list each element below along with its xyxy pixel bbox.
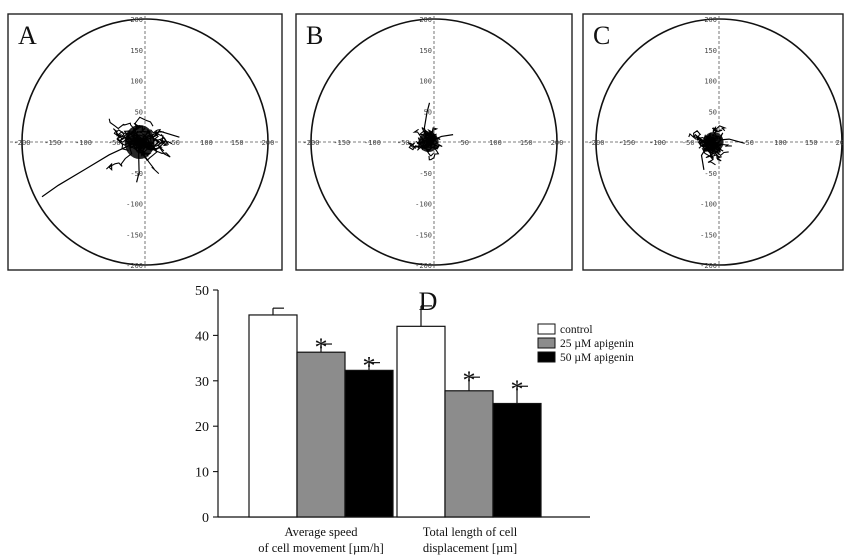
- x-tick-label: 50: [172, 139, 180, 147]
- legend-label: 50 µM apigenin: [560, 352, 634, 364]
- significance-star: *: [463, 366, 476, 395]
- bar: [296, 351, 346, 518]
- y-tick-label: -100: [700, 201, 717, 209]
- x-tick-label: 150: [520, 139, 533, 147]
- y-tick-label: 50: [424, 108, 432, 116]
- trajectory-cluster: [124, 125, 155, 159]
- y-tick-label: 0: [202, 511, 209, 526]
- y-tick-label: -100: [415, 201, 432, 209]
- x-tick-label: -50: [108, 139, 121, 147]
- y-tick-label: 150: [419, 47, 432, 55]
- y-tick-label: 200: [419, 16, 432, 24]
- y-tick-label: -150: [700, 231, 717, 239]
- trajectory: [41, 143, 134, 198]
- y-tick-label: -200: [415, 262, 432, 270]
- trajectory-panel-c: -200 -150 -100 -50 50 100 150 200 200 150 100 50 -50…: [582, 13, 846, 271]
- y-tick-label: -50: [130, 170, 143, 178]
- legend-swatch: [537, 351, 556, 363]
- y-tick-label: -150: [415, 231, 432, 239]
- trajectory-panels: -200 -150 -100 -50 50 100 150 200 200 150 100 50 -50…: [7, 13, 846, 271]
- x-tick-label: 100: [774, 139, 787, 147]
- x-tick-label: -150: [333, 139, 350, 147]
- significance-star: *: [363, 352, 376, 381]
- legend-label: 25 µM apigenin: [560, 338, 634, 350]
- x-tick-label: 50: [746, 139, 754, 147]
- significance-star: *: [511, 375, 524, 404]
- x-tick-label: -150: [618, 139, 635, 147]
- panel-label: A: [18, 21, 37, 50]
- x-tick-label: 150: [231, 139, 244, 147]
- x-tick-label: -50: [397, 139, 410, 147]
- category-label: Average speed: [285, 525, 359, 539]
- x-tick-label: -100: [75, 139, 92, 147]
- trajectory-panel-b: -200 -150 -100 -50 50 100 150 200 200 150 100 50 -50…: [295, 13, 573, 271]
- x-tick-label: -150: [44, 139, 61, 147]
- panel-label: D: [419, 287, 438, 316]
- y-tick-label: -200: [126, 262, 143, 270]
- y-tick-label: -200: [700, 262, 717, 270]
- category-label: Total length of cell: [423, 525, 518, 539]
- trajectory-panel-a: -200 -150 -100 -50 50 100 150 200 200 150 100 50 -50…: [7, 13, 283, 271]
- cell-trajectories: [41, 116, 180, 198]
- y-tick-label: 40: [195, 329, 209, 344]
- x-tick-label: -100: [364, 139, 381, 147]
- cell-trajectories: [407, 102, 454, 161]
- bar: [444, 390, 494, 518]
- x-tick-label: -200: [588, 139, 605, 147]
- y-tick-label: 20: [195, 420, 209, 435]
- y-tick-label: 100: [130, 78, 143, 86]
- panel-label: C: [593, 21, 610, 50]
- x-tick-label: -50: [682, 139, 695, 147]
- legend: control 25 µM apigenin 50 µM apigenin: [537, 323, 634, 364]
- y-tick-label: 100: [419, 78, 432, 86]
- panel-label: B: [306, 21, 323, 50]
- y-tick-label: 100: [704, 78, 717, 86]
- y-tick-label: -150: [126, 231, 143, 239]
- x-tick-label: -200: [14, 139, 31, 147]
- y-tick-label: -50: [419, 170, 432, 178]
- y-tick-label: 50: [709, 108, 717, 116]
- x-tick-label: 100: [489, 139, 502, 147]
- y-tick-label: 200: [704, 16, 717, 24]
- x-tick-label: 200: [262, 139, 275, 147]
- bar: [344, 369, 394, 518]
- y-tick-label: 50: [195, 284, 209, 299]
- x-tick-label: 200: [551, 139, 564, 147]
- x-tick-label: 200: [836, 139, 846, 147]
- y-tick-label: 10: [195, 466, 209, 481]
- significance-star: *: [315, 333, 328, 362]
- x-tick-label: 100: [200, 139, 213, 147]
- y-tick-label: 150: [130, 47, 143, 55]
- y-tick-label: 150: [704, 47, 717, 55]
- y-tick-label: 30: [195, 375, 209, 390]
- cell-trajectories: [688, 125, 745, 170]
- x-tick-label: -200: [303, 139, 320, 147]
- y-tick-label: 200: [130, 16, 143, 24]
- legend-label: control: [560, 324, 593, 336]
- category-label-line2: of cell movement [µm/h]: [258, 541, 384, 555]
- trajectory-cluster: [703, 132, 724, 152]
- x-tick-label: 50: [461, 139, 469, 147]
- y-tick-label: -100: [126, 201, 143, 209]
- x-tick-label: 150: [805, 139, 818, 147]
- legend-swatch: [537, 323, 556, 335]
- legend-swatch: [537, 337, 556, 349]
- bar-chart-panel: 0 10 20 30 40 50 * * * * Average speed of cell move…: [195, 284, 634, 555]
- bar: [396, 325, 446, 518]
- x-tick-label: -100: [649, 139, 666, 147]
- trajectory-cluster: [418, 132, 439, 152]
- bar: [492, 402, 542, 518]
- y-tick-label: -50: [704, 170, 717, 178]
- category-label-line2: displacement [µm]: [423, 541, 517, 555]
- bar: [248, 314, 298, 518]
- y-tick-label: 50: [135, 108, 143, 116]
